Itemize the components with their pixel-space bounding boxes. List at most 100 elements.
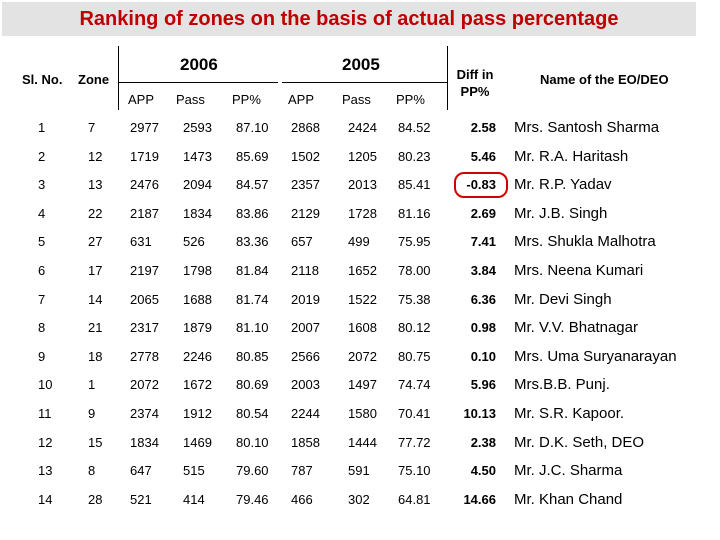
zone-cell: 1 [88, 377, 96, 393]
app-2006-cell: 2317 [130, 320, 159, 336]
pp-2006-cell: 80.69 [236, 377, 269, 393]
pass-2006-cell: 1672 [183, 377, 212, 393]
pp-2006-cell: 81.74 [236, 291, 269, 307]
pp-2005-cell: 80.75 [398, 348, 431, 364]
pp-2005-cell: 64.81 [398, 491, 431, 507]
pass-2006-cell: 515 [183, 463, 205, 479]
app-2006-cell: 521 [130, 491, 152, 507]
zone-cell: 7 [88, 120, 96, 135]
app-2006-header: APP [128, 92, 155, 107]
app-2005-cell: 1858 [291, 434, 320, 450]
sl-no-cell: 5 [38, 234, 46, 250]
app-2006-cell: 2072 [130, 377, 159, 393]
app-2005-cell: 2118 [291, 263, 319, 278]
eo-deo-name-cell: Mr. R.A. Haritash [514, 147, 629, 165]
sl-no-cell: 7 [38, 291, 46, 307]
pass-2006-cell: 2593 [183, 120, 212, 135]
zone-cell: 12 [88, 148, 103, 164]
pp-2006-cell: 85.69 [236, 148, 269, 164]
pp-2005-cell: 81.16 [398, 205, 431, 221]
header-divider-right [447, 46, 448, 110]
zone-cell: 13 [88, 177, 103, 193]
eo-deo-name-cell: Mrs. Uma Suryanarayan [514, 347, 677, 365]
zone-cell: 17 [88, 263, 103, 278]
app-2006-cell: 1834 [130, 434, 159, 450]
app-2005-cell: 2868 [291, 120, 320, 135]
year-2006-rule [118, 82, 278, 83]
eo-deo-name-cell: Mrs. Santosh Sharma [514, 119, 660, 136]
sl-no-cell: 6 [38, 263, 46, 278]
pp-2006-cell: 81.10 [236, 320, 269, 336]
pass-2005-cell: 1522 [348, 291, 377, 307]
diff-cell: 2.38 [470, 434, 496, 450]
sl-no-header: Sl. No. [22, 72, 63, 87]
sl-no-cell: 11 [38, 406, 52, 421]
pp-2006-header: PP% [232, 92, 261, 107]
app-2006-cell: 2778 [130, 348, 159, 364]
eo-deo-name-cell: Mr. R.P. Yadav [514, 176, 612, 194]
app-2006-cell: 2197 [130, 263, 159, 278]
diff-cell: 2.58 [470, 120, 496, 135]
app-2005-cell: 2007 [291, 320, 320, 336]
eo-deo-name-cell: Mr. J.B. Singh [514, 204, 608, 222]
zone-cell: 27 [88, 234, 103, 250]
pass-2006-cell: 1469 [183, 434, 212, 450]
pp-2006-cell: 79.60 [236, 463, 269, 479]
pass-2005-cell: 1728 [348, 205, 377, 221]
pp-2006-cell: 87.10 [236, 120, 269, 135]
sl-no-cell: 12 [38, 434, 53, 450]
app-2006-cell: 2977 [130, 120, 159, 135]
pass-2006-cell: 414 [183, 491, 205, 507]
pp-2005-cell: 75.10 [398, 463, 431, 479]
pp-2005-cell: 77.72 [398, 434, 431, 450]
pass-2005-cell: 1205 [348, 148, 377, 164]
app-2006-cell: 647 [130, 463, 152, 479]
pass-2005-cell: 1444 [348, 434, 377, 450]
eo-deo-name-cell: Mr. Devi Singh [514, 290, 612, 308]
pp-2006-cell: 83.36 [236, 234, 269, 250]
app-2005-cell: 657 [291, 234, 313, 250]
pass-2006-cell: 1834 [183, 205, 212, 221]
pp-2005-cell: 74.74 [398, 377, 431, 393]
pp-2006-cell: 81.84 [236, 263, 269, 278]
pass-2005-cell: 1608 [348, 320, 377, 336]
app-2006-cell: 2187 [130, 205, 159, 221]
diff-cell: 5.96 [470, 377, 496, 393]
sl-no-cell: 4 [38, 205, 46, 221]
app-2005-cell: 1502 [291, 148, 320, 164]
pp-2006-cell: 80.54 [236, 406, 269, 421]
diff-cell: 7.41 [470, 234, 496, 250]
pass-2005-cell: 2072 [348, 348, 377, 364]
pp-2005-cell: 70.41 [398, 406, 431, 421]
pp-2006-cell: 79.46 [236, 491, 269, 507]
app-2005-cell: 2129 [291, 205, 320, 221]
zone-cell: 22 [88, 205, 103, 221]
pp-2005-cell: 80.12 [398, 320, 431, 336]
pp-2005-cell: 75.95 [398, 234, 431, 250]
pass-2006-header: Pass [176, 92, 205, 107]
pass-2006-cell: 2094 [183, 177, 212, 193]
zone-cell: 14 [88, 291, 103, 307]
sl-no-cell: 9 [38, 348, 46, 364]
zone-cell: 15 [88, 434, 103, 450]
app-2006-cell: 1719 [130, 148, 159, 164]
diff-cell: -0.83 [466, 177, 496, 193]
diff-cell: 3.84 [470, 263, 496, 278]
pass-2005-cell: 2424 [348, 120, 377, 135]
app-2006-cell: 2065 [130, 291, 159, 307]
eo-deo-name-cell: Mrs.B.B. Punj. [514, 376, 610, 394]
pp-2006-cell: 84.57 [236, 177, 269, 193]
diff-cell: 4.50 [470, 463, 496, 479]
diff-header: Diff in PP% [456, 67, 494, 99]
diff-cell: 2.69 [470, 205, 496, 221]
pass-2006-cell: 1473 [183, 148, 212, 164]
eo-deo-name-cell: Mrs. Shukla Malhotra [514, 233, 656, 251]
pass-2005-header: Pass [342, 92, 371, 107]
page-title: Ranking of zones on the basis of actual … [79, 7, 619, 30]
app-2006-cell: 631 [130, 234, 152, 250]
app-2005-cell: 2244 [291, 406, 320, 421]
eo-deo-name-cell: Mr. J.C. Sharma [514, 462, 623, 480]
app-2005-cell: 466 [291, 491, 313, 507]
pp-2005-cell: 80.23 [398, 148, 431, 164]
app-2005-cell: 2003 [291, 377, 320, 393]
